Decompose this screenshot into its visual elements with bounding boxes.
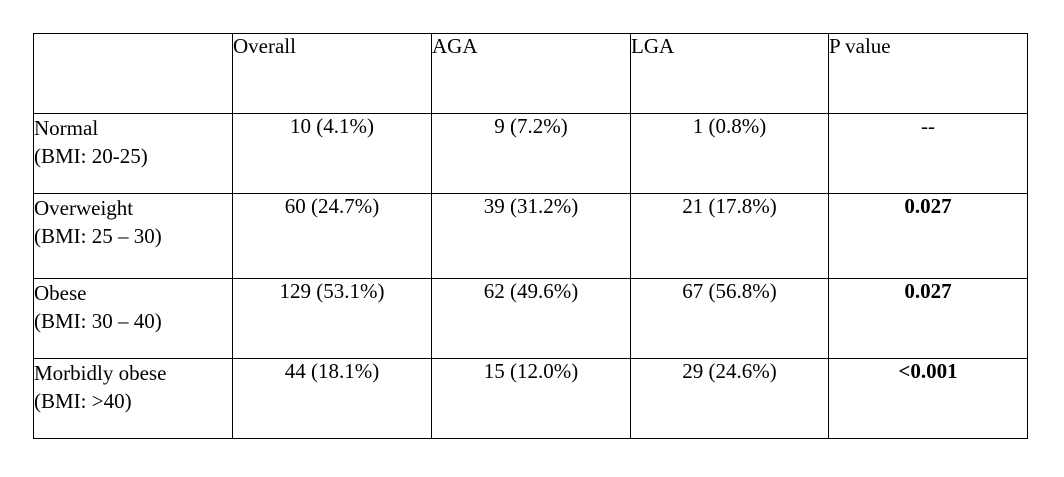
cell-overall-value: 129 (53.1%) — [279, 279, 385, 303]
cell-aga-value: 9 (7.2%) — [494, 114, 568, 138]
cell-p-value: 0.027 — [828, 193, 1028, 279]
cell-overall-value: 60 (24.7%) — [284, 194, 380, 218]
row-label: Morbidly obese (BMI: >40) — [33, 358, 233, 439]
table-row-overweight: Overweight (BMI: 25 – 30) 60 (24.7%) 39 … — [33, 193, 1028, 279]
row-label-line2: (BMI: 30 – 40) — [34, 309, 162, 333]
row-label: Obese (BMI: 30 – 40) — [33, 278, 233, 359]
cell-aga-value: 62 (49.6%) — [483, 279, 579, 303]
row-label-line2: (BMI: 25 – 30) — [34, 224, 162, 248]
cell-aga-value: 15 (12.0%) — [483, 359, 579, 383]
cell-p-value-text: 0.027 — [904, 279, 952, 303]
cell-overall: 60 (24.7%) — [232, 193, 432, 279]
cell-lga: 67 (56.8%) — [630, 278, 829, 359]
cell-lga-value: 67 (56.8%) — [682, 279, 777, 303]
cell-p-value-text: -- — [921, 114, 935, 138]
cell-aga: 9 (7.2%) — [431, 113, 631, 194]
table-row-normal: Normal (BMI: 20-25) 10 (4.1%) 9 (7.2%) 1… — [33, 113, 1028, 194]
header-blank — [33, 33, 233, 114]
row-label-line1: Normal — [34, 116, 99, 140]
cell-aga: 39 (31.2%) — [431, 193, 631, 279]
row-label-line1: Overweight — [34, 196, 134, 220]
row-label: Normal (BMI: 20-25) — [33, 113, 233, 194]
header-lga: LGA — [630, 33, 829, 114]
header-aga: AGA — [431, 33, 631, 114]
cell-p-value: <0.001 — [828, 358, 1028, 439]
cell-overall: 44 (18.1%) — [232, 358, 432, 439]
row-label-line2: (BMI: >40) — [34, 389, 132, 413]
table-header-row: Overall AGA LGA P value — [33, 33, 1028, 114]
table-row-morbidly-obese: Morbidly obese (BMI: >40) 44 (18.1%) 15 … — [33, 358, 1028, 439]
cell-lga-value: 21 (17.8%) — [682, 194, 777, 218]
row-label: Overweight (BMI: 25 – 30) — [33, 193, 233, 279]
row-label-line1: Morbidly obese — [34, 361, 167, 385]
cell-p-value: -- — [828, 113, 1028, 194]
row-label-line1: Obese — [34, 281, 87, 305]
cell-lga: 21 (17.8%) — [630, 193, 829, 279]
cell-p-value: 0.027 — [828, 278, 1028, 359]
cell-aga: 15 (12.0%) — [431, 358, 631, 439]
cell-aga: 62 (49.6%) — [431, 278, 631, 359]
header-p-value: P value — [828, 33, 1028, 114]
cell-overall: 10 (4.1%) — [232, 113, 432, 194]
cell-overall-value: 44 (18.1%) — [284, 359, 380, 383]
cell-lga: 29 (24.6%) — [630, 358, 829, 439]
cell-overall-value: 10 (4.1%) — [290, 114, 374, 138]
header-overall: Overall — [232, 33, 432, 114]
cell-lga-value: 1 (0.8%) — [692, 114, 767, 138]
cell-overall: 129 (53.1%) — [232, 278, 432, 359]
bmi-outcome-table: Overall AGA LGA P value Normal (BMI: 20-… — [33, 33, 1028, 439]
cell-aga-value: 39 (31.2%) — [483, 194, 579, 218]
table-row-obese: Obese (BMI: 30 – 40) 129 (53.1%) 62 (49.… — [33, 278, 1028, 359]
row-label-line2: (BMI: 20-25) — [34, 144, 148, 168]
cell-p-value-text: <0.001 — [898, 359, 958, 383]
cell-lga-value: 29 (24.6%) — [682, 359, 777, 383]
cell-p-value-text: 0.027 — [904, 194, 952, 218]
cell-lga: 1 (0.8%) — [630, 113, 829, 194]
